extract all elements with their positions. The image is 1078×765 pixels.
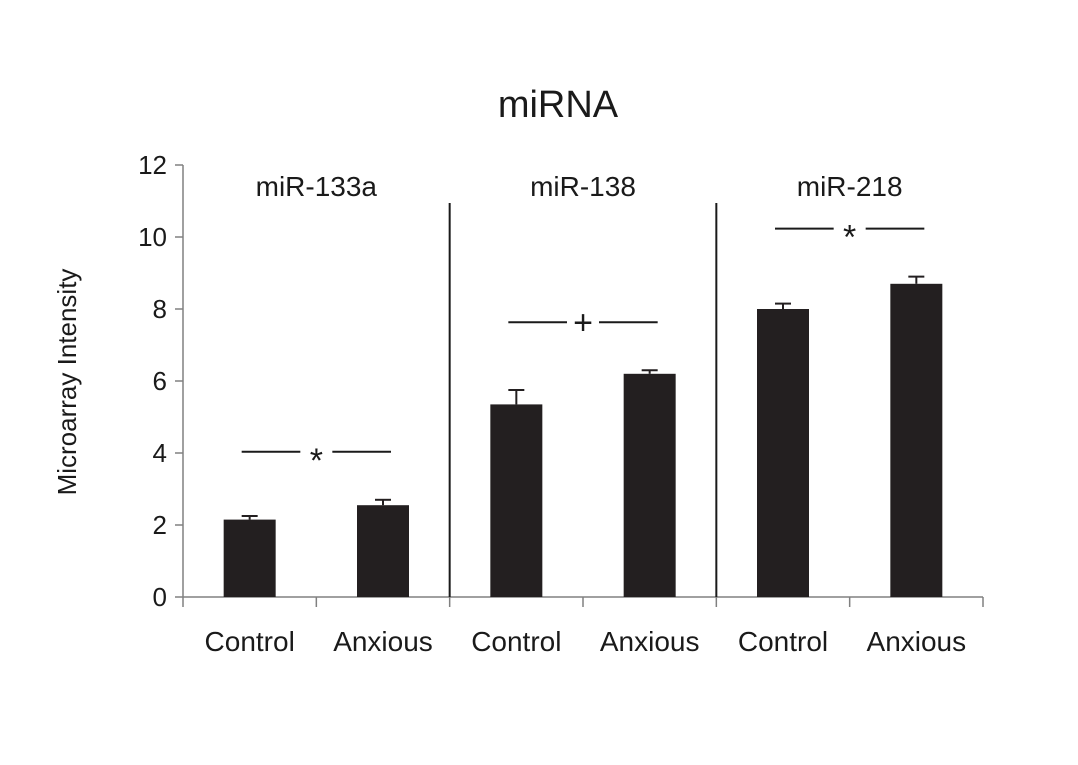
bar: [757, 309, 809, 597]
significance-marker: +: [573, 304, 593, 342]
x-tick-label: Anxious: [333, 626, 433, 657]
group-label: miR-218: [797, 171, 903, 202]
x-tick-label: Anxious: [600, 626, 700, 657]
bar: [357, 505, 409, 597]
y-tick-label: 0: [153, 582, 167, 612]
x-tick-label: Control: [738, 626, 828, 657]
y-tick-label: 8: [153, 294, 167, 324]
significance-marker: *: [843, 219, 856, 257]
y-tick-label: 2: [153, 510, 167, 540]
y-tick-label: 12: [138, 150, 167, 180]
x-tick-label: Anxious: [867, 626, 967, 657]
significance-marker: *: [310, 442, 323, 480]
plot-area: 0 2 4 6 8 10 12 miR-133a Control Anxious * miR-138 C…: [138, 150, 984, 657]
y-axis-label: Microarray Intensity: [52, 269, 82, 496]
group-label: miR-133a: [256, 171, 378, 202]
bar: [890, 283, 943, 597]
y-tick-label: 4: [153, 438, 167, 468]
bar: [223, 519, 276, 597]
group-label: miR-138: [530, 171, 636, 202]
bar: [623, 373, 676, 597]
y-tick-label: 10: [138, 222, 167, 252]
chart-title: miRNA: [498, 84, 619, 126]
x-tick-label: Control: [205, 626, 295, 657]
y-tick-label: 6: [153, 366, 167, 396]
x-tick-label: Control: [471, 626, 561, 657]
bar: [490, 404, 543, 597]
